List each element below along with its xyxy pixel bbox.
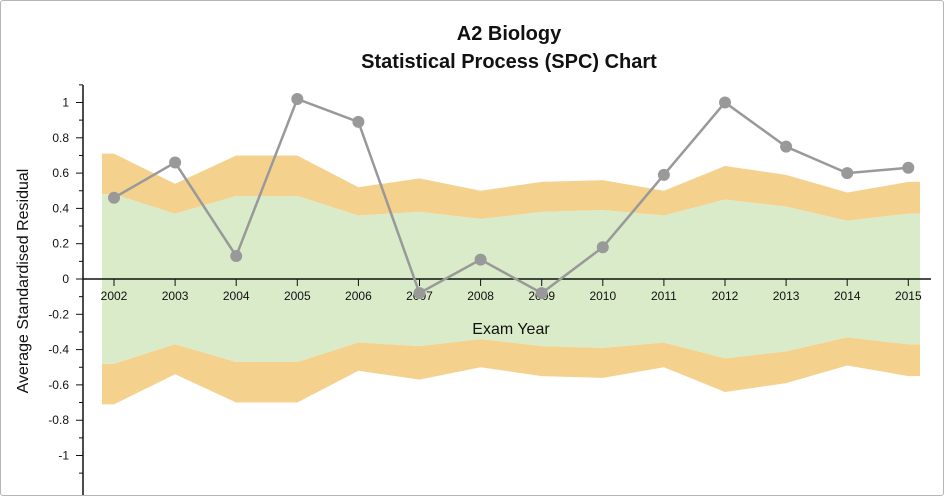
data-series	[108, 92, 915, 300]
data-point-2009	[535, 287, 548, 300]
y-tick-label: 0.6	[52, 166, 69, 180]
y-tick-label: -1	[58, 449, 69, 463]
x-axis-label: Exam Year	[472, 321, 550, 338]
data-point-2002	[108, 191, 120, 204]
y-tick-label: 0.8	[52, 131, 69, 145]
data-point-2015	[902, 161, 915, 174]
x-tick-label: 2006	[345, 289, 372, 303]
data-point-2010	[596, 241, 609, 254]
y-tick-label: 0	[62, 272, 69, 286]
data-point-2006	[352, 115, 365, 128]
upper-warning-band	[102, 153, 920, 221]
chart-title-line-2: Statistical Process (SPC) Chart	[361, 51, 657, 73]
data-point-2004	[230, 250, 243, 263]
y-tick-label: -0.6	[48, 378, 69, 392]
data-point-2012	[719, 96, 731, 109]
x-tick-label: 2005	[284, 289, 311, 303]
chart-title-line-1: A2 Biology	[457, 23, 562, 45]
x-tick-label: 2010	[589, 289, 616, 303]
y-tick-label: 0.2	[52, 237, 69, 251]
x-tick-label: 2013	[773, 289, 800, 303]
x-tick-label: 2012	[712, 289, 739, 303]
y-tick-label: -0.4	[48, 343, 69, 357]
data-point-2003	[169, 156, 182, 169]
x-tick-label: 2014	[834, 289, 861, 303]
y-tick-label: 0.4	[52, 201, 69, 215]
x-tick-label: 2002	[101, 289, 128, 303]
y-tick-label: -0.8	[48, 413, 69, 427]
y-tick-label: 1	[62, 96, 69, 110]
y-tick-label: -0.2	[48, 307, 69, 321]
data-point-2005	[291, 92, 304, 105]
x-tick-label: 2004	[223, 289, 250, 303]
axes: 1 0.8 0.6 0.4 0.2 0 -0.2 -0.4 -0.6 -0.8 -1 2002 2003…	[48, 84, 931, 495]
data-point-2011	[657, 168, 670, 181]
data-point-2013	[780, 140, 793, 153]
lower-warning-band	[102, 337, 920, 405]
x-tick-label: 2011	[651, 289, 677, 303]
x-tick-label: 2015	[895, 289, 922, 303]
x-tick-label: 2008	[467, 289, 494, 303]
y-axis-label: Average Standardised Residual	[15, 169, 32, 394]
data-point-2008	[474, 253, 487, 266]
series-line	[113, 97, 909, 295]
x-tick-label: 2003	[162, 289, 189, 303]
data-point-2014	[841, 167, 854, 180]
data-point-2007	[413, 287, 426, 300]
